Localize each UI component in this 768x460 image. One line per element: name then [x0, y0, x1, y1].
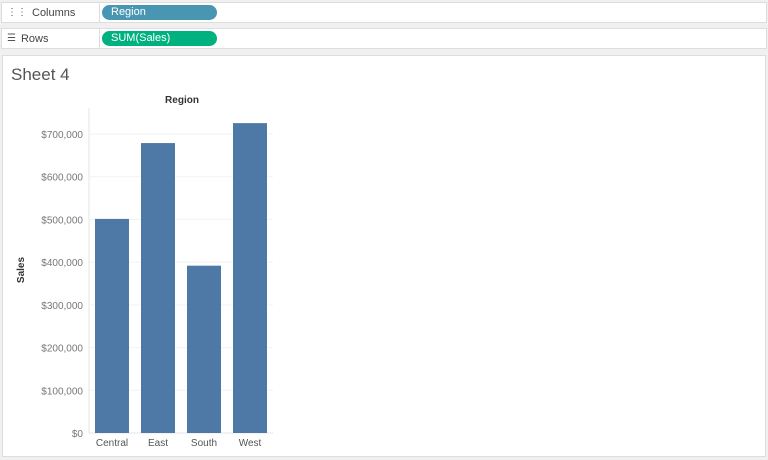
rows-label: Rows — [20, 32, 49, 45]
y-tick-label: $500,000 — [41, 215, 83, 226]
y-tick-label: $700,000 — [41, 130, 83, 141]
rows-shelf-label: ☰ Rows — [2, 29, 100, 48]
x-tick-label: Central — [96, 438, 128, 449]
y-tick-label: $0 — [72, 429, 84, 440]
columns-shelf[interactable]: ⋮⋮ Columns Region — [1, 2, 767, 23]
bar-central — [95, 218, 129, 433]
columns-label: Columns — [32, 6, 76, 19]
bar-south — [187, 265, 221, 433]
x-tick-label: West — [239, 438, 262, 449]
y-tick-label: $300,000 — [41, 301, 83, 312]
columns-shelf-label: ⋮⋮ Columns — [2, 3, 100, 22]
bar-west — [233, 123, 267, 433]
rows-icon: ☰ — [7, 33, 16, 44]
chart-title: Region — [165, 95, 199, 106]
y-tick-label: $600,000 — [41, 173, 83, 184]
sum-sales-pill[interactable]: SUM(Sales) — [102, 31, 217, 46]
y-tick-label: $100,000 — [41, 386, 83, 397]
sheet-title: Sheet 4 — [11, 65, 70, 84]
y-tick-label: $200,000 — [41, 344, 83, 355]
rows-shelf[interactable]: ☰ Rows SUM(Sales) — [1, 28, 767, 49]
columns-icon: ⋮⋮ — [7, 7, 27, 18]
x-tick-label: South — [191, 438, 217, 449]
region-pill[interactable]: Region — [102, 5, 217, 20]
y-axis-label: Sales — [16, 256, 27, 283]
y-tick-label: $400,000 — [41, 258, 83, 269]
bar-east — [141, 143, 175, 433]
x-tick-label: East — [148, 438, 168, 449]
